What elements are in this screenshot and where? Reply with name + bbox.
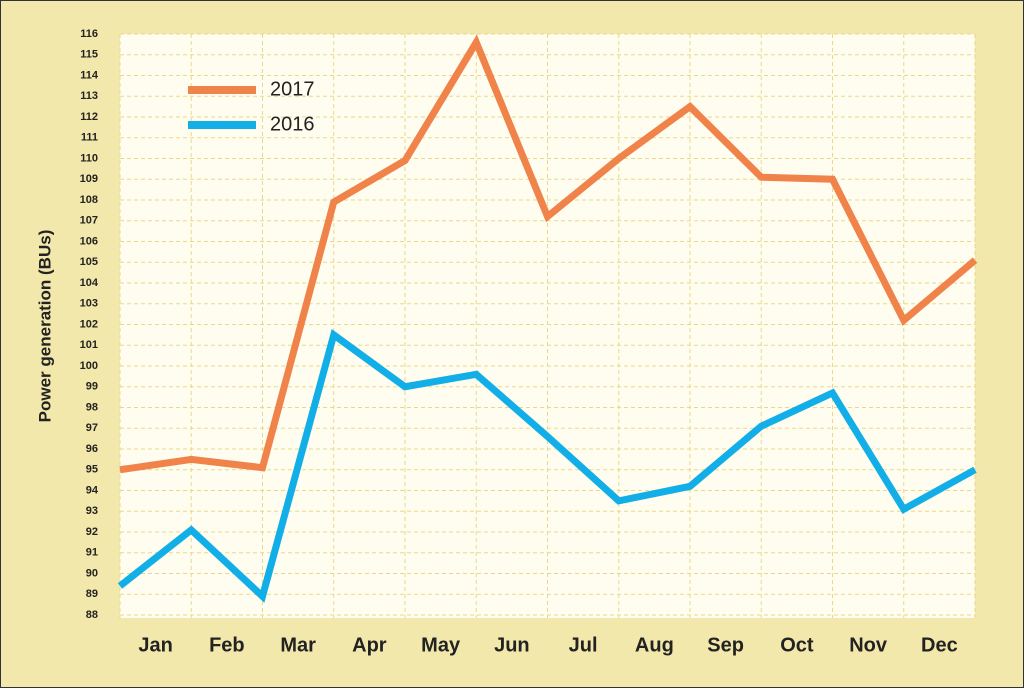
y-tick-label: 93 [86, 505, 98, 517]
y-tick-label: 95 [86, 464, 98, 476]
y-tick-label: 112 [80, 111, 98, 123]
x-tick-label: Apr [352, 634, 387, 656]
x-tick-label: Dec [921, 634, 958, 656]
x-tick-label: Jul [569, 634, 598, 656]
x-tick-label: Mar [280, 634, 316, 656]
y-tick-label: 111 [81, 132, 98, 144]
x-tick-label: Nov [849, 634, 888, 656]
y-tick-label: 90 [86, 567, 98, 579]
x-tick-label: Oct [780, 634, 814, 656]
y-tick-label: 114 [80, 69, 99, 81]
y-tick-label: 97 [86, 422, 98, 434]
x-tick-label: Sep [707, 634, 744, 656]
y-tick-label: 94 [86, 484, 99, 496]
y-tick-label: 96 [86, 443, 98, 455]
y-tick-label: 92 [86, 526, 98, 538]
x-tick-label: May [421, 634, 461, 656]
y-tick-label: 99 [86, 381, 98, 393]
x-tick-label: Feb [209, 634, 245, 656]
y-tick-label: 100 [80, 360, 98, 372]
y-tick-label: 104 [80, 277, 99, 289]
y-tick-label: 103 [80, 298, 98, 310]
x-tick-label: Aug [635, 634, 674, 656]
y-tick-label: 88 [86, 609, 98, 621]
y-tick-label: 109 [80, 173, 98, 185]
y-axis-label: Power generation (BUs) [35, 230, 54, 423]
x-tick-label: Jun [494, 634, 530, 656]
line-series [117, 329, 977, 603]
legend-label: 2016 [270, 113, 315, 135]
y-tick-label: 113 [80, 90, 98, 102]
y-tick-label: 115 [80, 49, 98, 61]
legend-label: 2017 [270, 78, 315, 100]
line-series [119, 34, 978, 474]
y-tick-label: 110 [80, 152, 98, 164]
x-tick-label: Jan [138, 634, 172, 656]
y-tick-label: 89 [86, 588, 98, 600]
y-tick-label: 98 [86, 401, 98, 413]
y-tick-label: 102 [80, 318, 98, 330]
y-tick-label: 107 [80, 215, 98, 227]
y-tick-label: 106 [80, 235, 98, 247]
y-tick-label: 105 [80, 256, 98, 268]
y-tick-label: 108 [80, 194, 98, 206]
y-tick-label: 116 [80, 28, 98, 40]
y-tick-label: 91 [86, 547, 98, 559]
y-tick-label: 101 [80, 339, 98, 351]
